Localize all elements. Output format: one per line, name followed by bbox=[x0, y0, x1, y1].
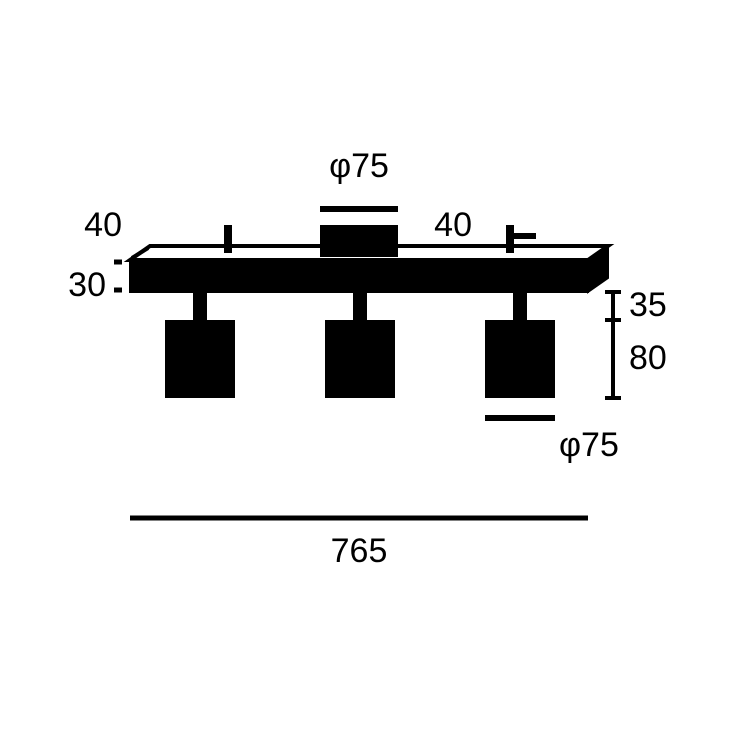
bar-front bbox=[130, 260, 588, 292]
canopy-cap bbox=[320, 225, 398, 257]
label-lamp-80: 80 bbox=[629, 339, 667, 377]
dimension-diagram: φ75 40 40 30 35 80 φ75 765 bbox=[0, 0, 750, 750]
label-post-40: 40 bbox=[434, 206, 472, 244]
lamp-stem-2 bbox=[513, 292, 527, 320]
lamp-body-0 bbox=[165, 320, 235, 398]
lamp-body-2 bbox=[485, 320, 555, 398]
lamp-stem-0 bbox=[193, 292, 207, 320]
lamp-stem-1 bbox=[353, 292, 367, 320]
lamp-body-1 bbox=[325, 320, 395, 398]
label-width-40-left: 40 bbox=[84, 206, 122, 244]
label-phi-bottom: φ75 bbox=[559, 426, 619, 464]
label-total-width: 765 bbox=[331, 532, 388, 570]
top-post-0 bbox=[224, 225, 232, 253]
label-height-30: 30 bbox=[68, 266, 106, 304]
label-phi-top: φ75 bbox=[329, 147, 389, 185]
label-stem-35: 35 bbox=[629, 286, 667, 324]
